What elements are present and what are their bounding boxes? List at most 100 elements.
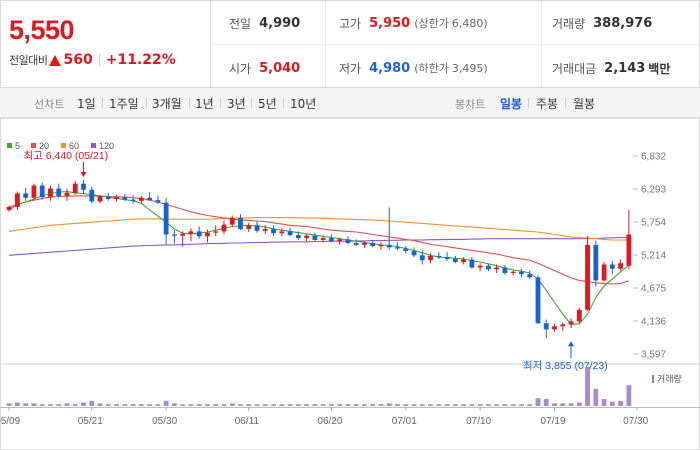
volume-bar (345, 404, 351, 406)
y-tick-label: 3,597 (641, 350, 666, 361)
candle-body[interactable] (353, 243, 359, 245)
candle-body[interactable] (89, 189, 95, 202)
candle-body[interactable] (576, 309, 582, 322)
candle-body[interactable] (279, 231, 285, 234)
tab-candle-monthly[interactable]: 월봉 (573, 97, 596, 111)
volume-bar (485, 404, 491, 406)
volume-bar (188, 404, 194, 406)
candle-body[interactable] (411, 250, 417, 256)
candle-body[interactable] (254, 225, 260, 231)
candlestick-chart[interactable]: 5 20 60 120 6,832 6,293 5,754 5,214 4,675 4,136 3,… (0, 118, 700, 450)
candle-body[interactable] (130, 199, 136, 201)
candle-body[interactable] (287, 231, 293, 236)
candle-body[interactable] (213, 231, 219, 233)
candle-body[interactable] (180, 233, 186, 236)
candle-body[interactable] (568, 321, 574, 325)
candle-body[interactable] (428, 255, 433, 261)
candle-body[interactable] (64, 192, 70, 196)
candle-body[interactable] (23, 193, 29, 198)
volume-bar (593, 388, 599, 406)
candle-body[interactable] (585, 244, 590, 310)
candle-body[interactable] (105, 196, 111, 199)
volume-bar (279, 404, 285, 406)
volume-bar (510, 404, 516, 406)
tab-line-1y[interactable]: 1년 (195, 97, 214, 111)
candle-body[interactable] (171, 234, 177, 236)
candle-body[interactable] (221, 224, 227, 232)
candle-body[interactable] (386, 244, 392, 248)
candle-body[interactable] (56, 188, 62, 196)
tab-line-3y[interactable]: 3년 (227, 97, 246, 111)
tab-candle-weekly[interactable]: 주봉 (536, 97, 559, 111)
candle-body[interactable] (419, 255, 425, 261)
candle-body[interactable] (122, 197, 128, 200)
volume-bar (229, 403, 235, 406)
candle-body[interactable] (81, 183, 86, 190)
tab-line-5y[interactable]: 5년 (258, 97, 277, 111)
candle-body[interactable] (196, 231, 202, 237)
candle-body[interactable] (188, 231, 194, 234)
candle-body[interactable] (618, 263, 624, 269)
candle-body[interactable] (593, 244, 599, 281)
candle-body[interactable] (97, 196, 103, 202)
candle-body[interactable] (229, 217, 235, 225)
candle-body[interactable] (48, 188, 53, 198)
candle-body[interactable] (601, 264, 607, 281)
candle-body[interactable] (155, 200, 161, 203)
tab-line-1w[interactable]: 1주일 (109, 97, 139, 111)
candle-body[interactable] (271, 228, 276, 234)
volume-bar (31, 403, 37, 406)
tab-line-1d[interactable]: 1일 (77, 97, 96, 111)
candle-body[interactable] (362, 243, 367, 245)
candle-body[interactable] (163, 202, 169, 235)
candle-body[interactable] (626, 234, 632, 266)
candle-body[interactable] (370, 243, 376, 247)
volume-bar (155, 404, 161, 406)
candle-body[interactable] (527, 274, 533, 278)
amount-label: 거래대금 (552, 61, 597, 76)
candle-body[interactable] (262, 228, 268, 231)
candle-body[interactable] (337, 239, 343, 242)
candle-body[interactable] (403, 248, 409, 251)
tab-candle-daily[interactable]: 일봉 (500, 97, 523, 111)
candle-body[interactable] (609, 264, 615, 269)
candle-body[interactable] (147, 197, 153, 201)
candle-body[interactable] (320, 238, 326, 240)
candle-body[interactable] (205, 232, 210, 237)
candle-body[interactable] (378, 244, 384, 247)
candle-body[interactable] (304, 235, 310, 239)
candle-body[interactable] (510, 271, 516, 274)
candle-body[interactable] (543, 323, 549, 330)
candle-body[interactable] (485, 265, 491, 270)
candle-body[interactable] (6, 206, 12, 210)
candle-body[interactable] (328, 238, 334, 242)
candle-body[interactable] (295, 235, 301, 239)
candle-body[interactable] (312, 235, 318, 240)
volume-bar (585, 367, 590, 406)
tab-line-10y[interactable]: 10년 (290, 97, 317, 111)
candle-body[interactable] (452, 258, 458, 263)
tab-line-3m[interactable]: 3개월 (152, 97, 182, 111)
candle-body[interactable] (72, 183, 78, 193)
candle-body[interactable] (14, 193, 20, 207)
candle-body[interactable] (138, 197, 144, 201)
candle-body[interactable] (39, 185, 45, 198)
candle-body[interactable] (502, 267, 508, 274)
candle-body[interactable] (477, 265, 483, 268)
candle-body[interactable] (395, 247, 400, 249)
candle-body[interactable] (436, 255, 442, 258)
candle-body[interactable] (461, 259, 467, 263)
candle-body[interactable] (560, 324, 566, 327)
candle-body[interactable] (469, 259, 475, 268)
candle-body[interactable] (535, 277, 541, 324)
candle-body[interactable] (519, 271, 524, 275)
candle-body[interactable] (345, 239, 351, 244)
candle-body[interactable] (246, 225, 252, 229)
legend-label-ma120: 120 (99, 141, 114, 151)
candle-body[interactable] (31, 185, 37, 198)
candle-body[interactable] (552, 326, 557, 330)
candle-body[interactable] (114, 197, 119, 199)
candle-body[interactable] (238, 217, 243, 229)
candle-body[interactable] (494, 267, 500, 270)
candle-body[interactable] (444, 257, 450, 259)
